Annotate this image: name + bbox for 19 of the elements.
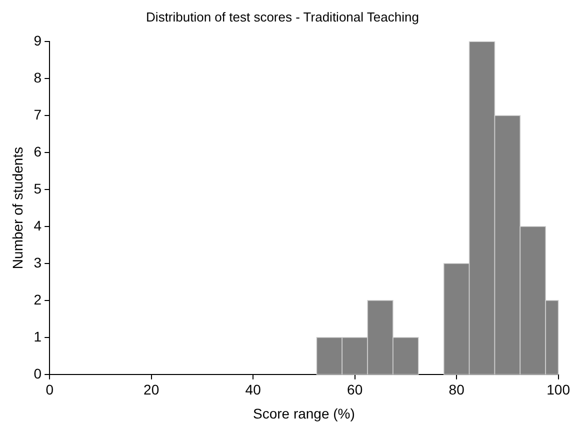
x-axis-title: Score range (%) bbox=[252, 405, 355, 422]
x-tick-label: 0 bbox=[46, 382, 54, 398]
y-tick-label: 5 bbox=[34, 180, 42, 196]
x-tick-label: 20 bbox=[144, 382, 160, 398]
y-tick-label: 1 bbox=[34, 328, 42, 344]
y-tick-label: 3 bbox=[34, 254, 42, 270]
x-tick-label: 40 bbox=[245, 382, 262, 398]
y-axis-title: Number of students bbox=[9, 146, 26, 270]
y-tick-label: 0 bbox=[34, 365, 42, 382]
y-tick-label: 7 bbox=[34, 106, 42, 122]
y-tick-label: 8 bbox=[34, 69, 42, 86]
x-tick-label: 100 bbox=[546, 382, 570, 398]
chart-title: Distribution of test scores - Traditional Teaching bbox=[146, 9, 419, 24]
x-tick-label: 80 bbox=[448, 382, 465, 398]
y-tick-label: 2 bbox=[34, 291, 42, 308]
x-tick-label: 60 bbox=[347, 382, 363, 398]
y-tick-label: 6 bbox=[34, 143, 42, 160]
y-tick-label: 9 bbox=[34, 32, 42, 48]
y-tick-label: 4 bbox=[34, 217, 42, 234]
